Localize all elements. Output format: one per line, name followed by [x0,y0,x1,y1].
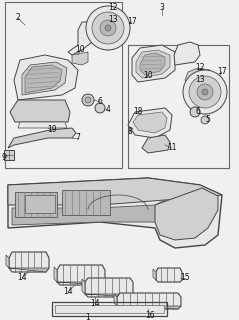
Circle shape [82,94,94,106]
Text: 14: 14 [17,274,27,283]
Polygon shape [6,255,9,268]
Polygon shape [85,294,133,297]
Bar [55,305,164,313]
Text: 17: 17 [217,68,227,76]
Polygon shape [57,265,105,285]
Text: 9: 9 [2,154,6,163]
Circle shape [86,6,130,50]
Polygon shape [72,52,88,65]
Text: 13: 13 [195,76,205,84]
Circle shape [85,97,91,103]
Text: 11: 11 [167,143,177,153]
Polygon shape [8,128,76,148]
Polygon shape [153,269,156,280]
Bar [52,302,167,316]
Text: 15: 15 [180,274,190,283]
Text: 14: 14 [90,300,100,308]
Circle shape [105,25,111,31]
Circle shape [202,89,208,95]
Polygon shape [128,108,172,138]
Polygon shape [132,45,175,82]
Bar [15,192,57,217]
Text: 8: 8 [128,127,132,137]
Polygon shape [8,178,222,248]
Polygon shape [9,268,49,272]
Text: 16: 16 [145,310,155,319]
Polygon shape [85,278,133,297]
Text: 6: 6 [98,98,103,107]
Polygon shape [10,100,70,122]
Text: 7: 7 [76,133,81,142]
Polygon shape [57,282,105,285]
Bar [25,195,55,213]
Circle shape [183,70,227,114]
Polygon shape [22,62,67,95]
Polygon shape [9,252,49,272]
Bar [4,150,14,160]
Text: 18: 18 [133,108,143,116]
Text: 12: 12 [108,4,118,12]
Text: 14: 14 [63,287,73,297]
Bar [62,190,110,215]
Polygon shape [54,267,57,282]
Circle shape [92,12,124,44]
Text: 13: 13 [108,15,118,25]
Polygon shape [174,42,200,65]
Polygon shape [14,55,78,100]
Polygon shape [68,22,95,55]
Polygon shape [156,268,182,282]
Polygon shape [82,279,85,294]
Polygon shape [140,53,165,75]
Text: 10: 10 [75,45,85,54]
Polygon shape [12,200,165,225]
Polygon shape [185,68,212,88]
Text: 19: 19 [47,125,57,134]
Text: 10: 10 [143,70,153,79]
Text: 1: 1 [86,314,90,320]
Text: 6: 6 [196,108,201,116]
Text: 17: 17 [127,18,137,27]
Polygon shape [133,112,167,133]
Polygon shape [136,50,170,78]
Circle shape [197,84,213,100]
Polygon shape [155,188,218,240]
Circle shape [95,103,105,113]
Polygon shape [142,135,170,153]
Circle shape [190,107,200,117]
Polygon shape [117,293,181,309]
Polygon shape [117,306,181,309]
Text: 2: 2 [16,13,20,22]
Text: 3: 3 [160,4,164,12]
Polygon shape [8,178,222,205]
Text: 4: 4 [106,106,110,115]
Polygon shape [25,65,62,93]
Text: 12: 12 [195,63,205,73]
Circle shape [189,76,221,108]
Text: 5: 5 [206,116,210,124]
Bar [5,2,122,168]
Circle shape [100,20,116,36]
Polygon shape [114,294,117,306]
Polygon shape [18,122,67,128]
Circle shape [201,116,209,124]
